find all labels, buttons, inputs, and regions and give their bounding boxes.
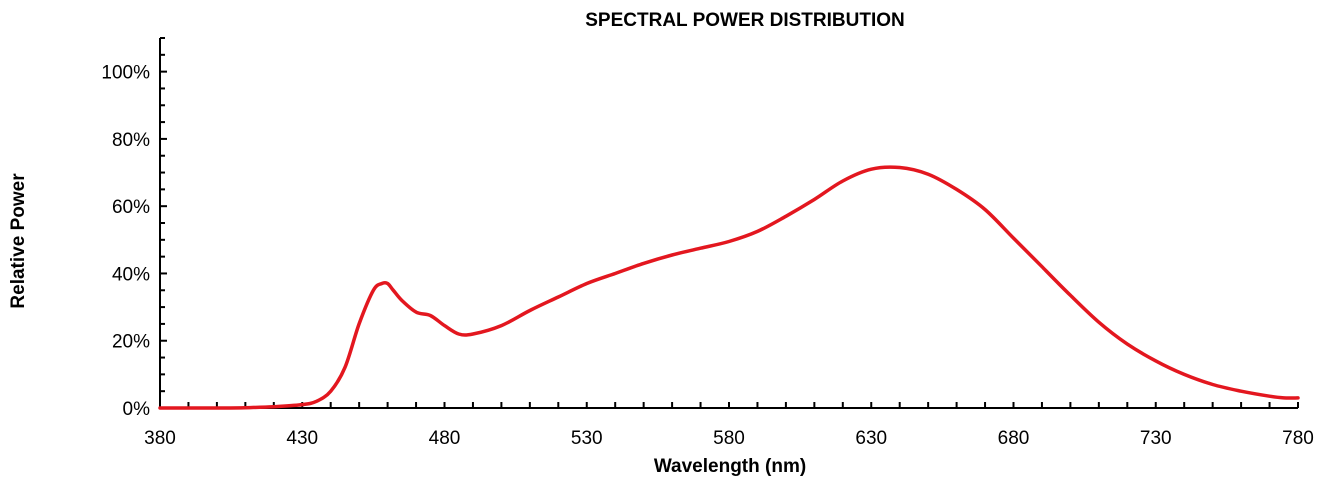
chart-title: SPECTRAL POWER DISTRIBUTION xyxy=(585,10,905,31)
spd-series-line xyxy=(158,165,1300,410)
x-tick-label: 630 xyxy=(855,428,887,449)
x-axis-title: Wavelength (nm) xyxy=(654,456,806,477)
x-tick-label: 680 xyxy=(998,428,1030,449)
y-axis: 0% 20% 40% 60% 80% 100% xyxy=(101,37,167,420)
y-axis-title: Relative Power xyxy=(8,173,29,309)
x-tick-label: 730 xyxy=(1140,428,1172,449)
y-tick-label: 0% xyxy=(123,399,151,420)
x-tick-label: 780 xyxy=(1282,428,1314,449)
series-group xyxy=(158,165,1300,410)
x-tick-label: 430 xyxy=(286,428,318,449)
y-tick-label: 80% xyxy=(112,130,150,151)
x-axis: 380 430 480 530 580 630 680 730 780 xyxy=(144,402,1314,449)
x-tick-label: 580 xyxy=(713,428,745,449)
x-tick-label: 380 xyxy=(144,428,176,449)
y-tick-label: 40% xyxy=(112,264,150,285)
x-tick-label: 530 xyxy=(571,428,603,449)
y-tick-label: 60% xyxy=(112,197,150,218)
y-tick-label: 20% xyxy=(112,332,150,353)
y-tick-label: 100% xyxy=(101,63,150,84)
x-tick-label: 480 xyxy=(429,428,461,449)
